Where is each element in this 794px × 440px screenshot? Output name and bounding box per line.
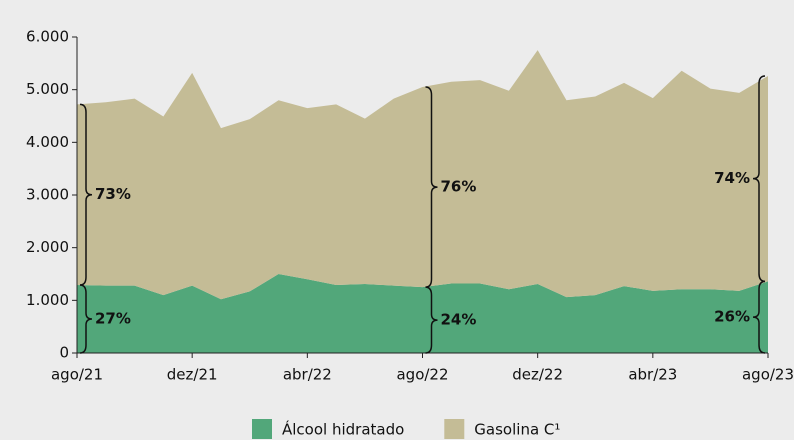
area	[77, 50, 768, 300]
bracket	[79, 284, 93, 354]
bracket	[752, 75, 766, 283]
y-tick-label: 0	[59, 344, 69, 362]
x-tick-label: abr/22	[283, 366, 332, 384]
y-tick-label: 3.000	[26, 186, 69, 204]
percentage-label: 24%	[441, 311, 477, 329]
x-tick-label: ago/23	[742, 366, 794, 384]
y-tick-label: 4.000	[26, 133, 69, 151]
x-tick-label: dez/22	[512, 366, 563, 384]
legend-swatch	[444, 419, 465, 439]
x-tick-label: ago/21	[51, 366, 103, 384]
legend-label: Álcool hidratado	[282, 420, 404, 439]
y-tick-label: 5.000	[26, 80, 69, 98]
percentage-label: 27%	[95, 310, 131, 328]
percentage-label: 26%	[714, 308, 750, 326]
bracket	[752, 280, 766, 354]
y-tick-label: 2.000	[26, 238, 69, 256]
bracket	[425, 86, 438, 288]
area	[77, 274, 768, 353]
x-tick-label: ago/22	[396, 366, 448, 384]
x-tick-label: abr/23	[628, 366, 677, 384]
percentage-label: 73%	[95, 185, 131, 203]
percentage-label: 76%	[441, 178, 477, 196]
legend-swatch	[252, 419, 272, 439]
legend-label: Gasolina C¹	[474, 421, 560, 439]
bracket	[79, 103, 93, 286]
percentage-label: 74%	[714, 169, 750, 187]
x-tick-label: dez/21	[167, 366, 218, 384]
y-tick-label: 1.000	[26, 291, 69, 309]
bracket	[425, 286, 438, 354]
y-tick-label: 6.000	[26, 28, 69, 46]
